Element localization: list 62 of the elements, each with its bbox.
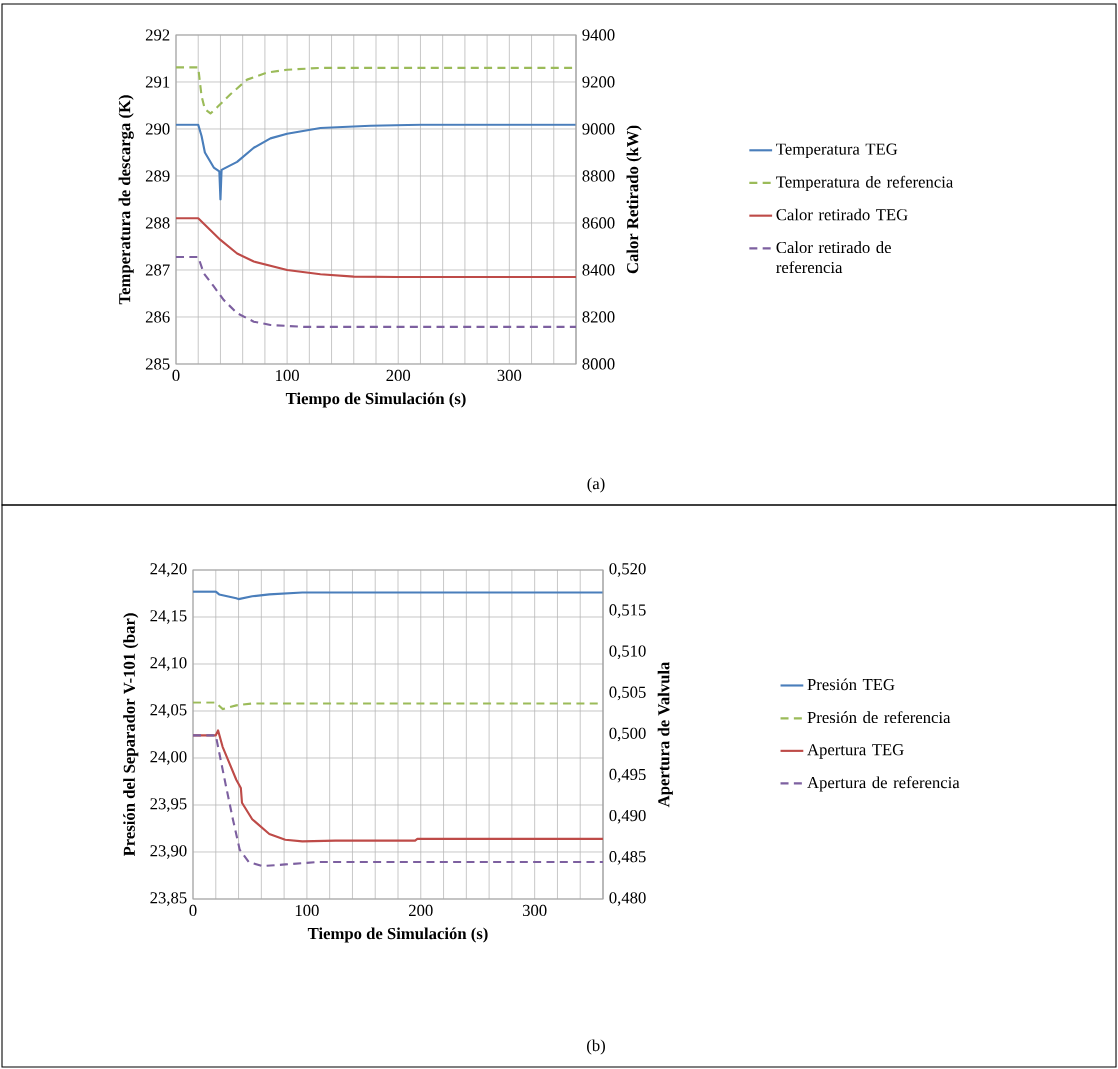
x-axis-title: Tiempo de Simulación (s)	[307, 927, 488, 943]
y2-tick-label: 8600	[582, 217, 615, 229]
y-tick-label: 292	[145, 29, 170, 41]
y-tick-label: 24,10	[150, 657, 187, 671]
y-tick-label: 24,15	[150, 610, 187, 624]
x-tick-label: 100	[295, 904, 319, 917]
x-tick-label: 300	[497, 369, 522, 382]
line-series	[193, 734, 603, 868]
y2-tick-label: 0,515	[609, 604, 646, 618]
y-tick-label: 24,05	[150, 704, 187, 718]
y2-axis-title: Apertura de Valvula	[657, 661, 673, 808]
y2-tick-label: 8800	[582, 170, 615, 182]
y2-tick-label: 0,510	[609, 645, 646, 660]
y2-tick-label: 8000	[582, 358, 615, 370]
y-tick-label: 289	[145, 170, 170, 182]
y-axis-title: Presión del Separador V-101 (bar)	[123, 613, 139, 857]
y2-tick-label: 9000	[582, 123, 615, 135]
x-tick-label: 0	[172, 369, 180, 382]
y-tick-label: 24,00	[150, 751, 187, 765]
legend-label: Calor retirado de referencia	[776, 241, 891, 274]
y2-tick-label: 8200	[582, 311, 615, 323]
legend-label: Temperatura TEG	[776, 143, 898, 159]
legend-label: Calor retirado TEG	[776, 208, 908, 221]
x-tick-label: 200	[409, 904, 433, 917]
y2-tick-label: 9200	[582, 76, 615, 88]
x-tick-label: 200	[386, 369, 411, 382]
legend-label: Temperatura de referencia	[776, 175, 954, 192]
text: (b)	[587, 1039, 605, 1055]
x-tick-label: 0	[189, 904, 197, 917]
legend-label: Apertura TEG	[807, 744, 904, 759]
y-axis-title: Temperatura de descarga (K)	[118, 95, 134, 305]
line-series	[176, 217, 576, 279]
y-tick-label: 290	[145, 123, 170, 135]
legend-label: Apertura de referencia	[807, 776, 960, 792]
line-series	[193, 590, 603, 601]
y-tick-label: 286	[145, 311, 170, 323]
y2-axis-title: Calor Retirado (kW)	[626, 125, 642, 274]
y2-tick-label: 0,520	[609, 563, 646, 577]
line-series	[176, 123, 576, 201]
x-tick-label: 300	[522, 904, 547, 917]
y-tick-label: 23,85	[150, 892, 187, 906]
x-tick-label: 100	[276, 369, 299, 382]
legend-label: Presión de referencia	[807, 711, 951, 724]
y2-tick-label: 9400	[582, 29, 615, 41]
y-tick-label: 23,95	[150, 798, 187, 812]
y2-tick-label: 0,485	[609, 851, 646, 865]
x-axis-title: Tiempo de Simulación (s)	[285, 392, 466, 408]
y2-tick-label: 0,490	[609, 809, 646, 824]
y-tick-label: 287	[145, 264, 170, 276]
y2-tick-label: 8400	[582, 264, 615, 276]
y-tick-label: 288	[145, 217, 170, 229]
y2-tick-label: 0,495	[609, 768, 646, 783]
y-tick-label: 285	[145, 358, 170, 370]
y-tick-label: 23,90	[150, 845, 187, 859]
text: (a)	[587, 477, 605, 493]
y-tick-label: 291	[145, 76, 170, 88]
y-tick-label: 24,20	[150, 563, 187, 577]
y2-tick-label: 0,480	[609, 892, 646, 906]
y2-tick-label: 0,505	[609, 686, 646, 701]
legend-label: Presión TEG	[807, 678, 895, 691]
y2-tick-label: 0,500	[609, 727, 646, 742]
line-series	[176, 255, 576, 328]
